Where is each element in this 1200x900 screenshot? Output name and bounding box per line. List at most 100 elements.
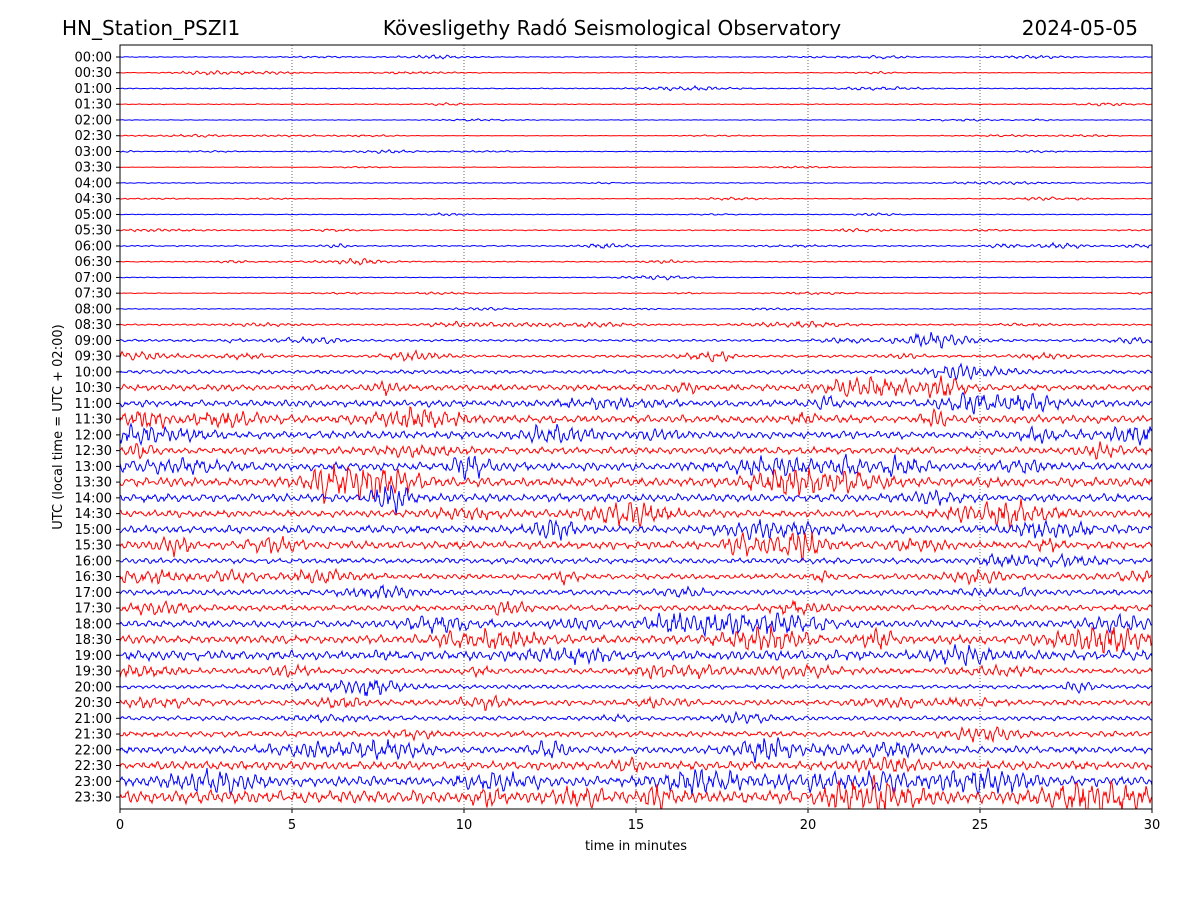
y-tick-label: 07:00 [75, 271, 112, 286]
trace-2130 [120, 725, 1152, 744]
trace-0130 [120, 101, 1152, 107]
y-tick-label: 03:00 [75, 145, 112, 160]
y-tick-label: 10:00 [75, 365, 112, 380]
trace-1930 [120, 663, 1152, 681]
y-tick-label: 09:30 [75, 350, 112, 365]
y-tick-label: 12:00 [75, 428, 112, 443]
trace-0300 [120, 149, 1152, 154]
y-tick-label: 05:30 [75, 224, 112, 239]
y-tick-label: 00:30 [75, 66, 112, 81]
trace-0800 [120, 306, 1152, 311]
y-tick-label: 14:00 [75, 491, 112, 506]
x-tick-label: 5 [288, 818, 296, 833]
trace-1230 [120, 441, 1152, 460]
y-tick-label: 17:00 [75, 586, 112, 601]
trace-1000 [120, 362, 1152, 382]
trace-0730 [120, 291, 1152, 296]
trace-1700 [120, 583, 1152, 600]
y-tick-label: 09:00 [75, 334, 112, 349]
trace-0700 [120, 274, 1152, 281]
trace-0430 [120, 196, 1152, 201]
trace-1200 [120, 422, 1152, 447]
y-tick-label: 10:30 [75, 381, 112, 396]
y-axis-label: UTC (local time = UTC + 02:00) [51, 324, 66, 529]
y-tick-label: 11:30 [75, 413, 112, 428]
y-tick-label: 08:30 [75, 318, 112, 333]
station-name: HN_Station_PSZI1 [62, 16, 241, 40]
y-tick-label: 18:00 [75, 617, 112, 632]
trace-0630 [120, 257, 1152, 266]
y-tick-label: 22:00 [75, 743, 112, 758]
trace-0600 [120, 241, 1152, 249]
trace-0330 [120, 165, 1152, 169]
chart-title: Kövesligethy Radó Seismological Observat… [382, 16, 842, 40]
y-tick-label: 20:30 [75, 696, 112, 711]
trace-1130 [120, 405, 1152, 429]
y-tick-label: 03:30 [75, 161, 112, 176]
y-tick-label: 13:00 [75, 460, 112, 475]
y-tick-label: 02:00 [75, 113, 112, 128]
trace-1600 [120, 552, 1152, 569]
x-tick-label: 0 [116, 818, 124, 833]
y-tick-label: 15:00 [75, 523, 112, 538]
y-tick-label: 07:30 [75, 287, 112, 302]
trace-1730 [120, 599, 1152, 617]
trace-0200 [120, 118, 1152, 122]
trace-0830 [120, 320, 1152, 329]
trace-0230 [120, 133, 1152, 138]
trace-1530 [120, 531, 1152, 562]
trace-0500 [120, 212, 1152, 217]
trace-0530 [120, 227, 1152, 233]
x-tick-label: 20 [800, 818, 817, 833]
x-tick-label: 10 [456, 818, 473, 833]
trace-1430 [120, 498, 1152, 529]
trace-0000 [120, 54, 1152, 60]
trace-1030 [120, 375, 1152, 399]
y-tick-label: 22:30 [75, 759, 112, 774]
trace-0400 [120, 181, 1152, 186]
chart-date: 2024-05-05 [1021, 16, 1138, 40]
y-tick-label: 23:30 [75, 791, 112, 806]
y-tick-label: 04:30 [75, 192, 112, 207]
y-tick-label: 19:00 [75, 649, 112, 664]
y-tick-label: 01:00 [75, 82, 112, 97]
y-tick-label: 21:30 [75, 728, 112, 743]
trace-1500 [120, 518, 1152, 541]
trace-1800 [120, 612, 1152, 638]
trace-2230 [120, 756, 1152, 774]
y-tick-label: 11:00 [75, 397, 112, 412]
y-tick-label: 17:30 [75, 602, 112, 617]
x-tick-label: 25 [972, 818, 989, 833]
trace-0100 [120, 84, 1152, 92]
y-tick-label: 15:30 [75, 539, 112, 554]
y-tick-label: 16:00 [75, 554, 112, 569]
y-tick-label: 06:00 [75, 239, 112, 254]
x-axis-label: time in minutes [585, 839, 687, 854]
y-tick-label: 08:00 [75, 302, 112, 317]
trace-1100 [120, 391, 1152, 415]
trace-0900 [120, 332, 1152, 349]
y-tick-label: 18:30 [75, 633, 112, 648]
trace-0930 [120, 349, 1152, 363]
y-tick-label: 00:00 [75, 51, 112, 66]
x-tick-label: 30 [1144, 818, 1161, 833]
trace-2330 [120, 774, 1152, 809]
y-tick-label: 16:30 [75, 570, 112, 585]
y-tick-label: 20:00 [75, 680, 112, 695]
y-tick-label: 05:00 [75, 208, 112, 223]
trace-2200 [120, 737, 1152, 764]
y-tick-label: 02:30 [75, 129, 112, 144]
y-tick-label: 14:30 [75, 507, 112, 522]
trace-1630 [120, 567, 1152, 586]
trace-1300 [120, 453, 1152, 481]
y-tick-label: 23:00 [75, 775, 112, 790]
y-tick-label: 21:00 [75, 712, 112, 727]
y-tick-label: 04:00 [75, 176, 112, 191]
trace-2030 [120, 694, 1152, 712]
y-tick-label: 12:30 [75, 444, 112, 459]
y-tick-label: 19:30 [75, 665, 112, 680]
trace-2000 [120, 678, 1152, 697]
y-tick-label: 13:30 [75, 476, 112, 491]
trace-1330 [120, 463, 1152, 504]
